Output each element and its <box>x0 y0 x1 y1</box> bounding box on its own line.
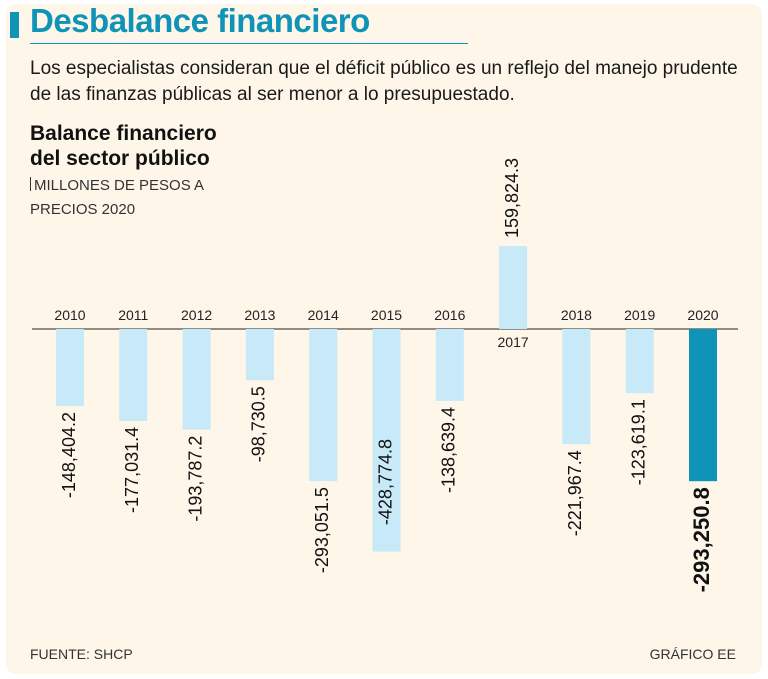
bar-2012 <box>182 329 211 430</box>
bar-2010 <box>56 329 84 407</box>
year-label-2018: 2018 <box>561 307 592 323</box>
value-label-2019: -123,619.1 <box>628 399 648 485</box>
units-note: MILLONES DE PESOS A PRECIOS 2020 <box>30 174 260 222</box>
bar-2020 <box>689 329 717 482</box>
source-note: FUENTE: SHCP <box>30 646 133 662</box>
year-label-2013: 2013 <box>244 307 275 323</box>
value-label-2013: -98,730.5 <box>249 386 269 462</box>
chart-title: Balance financiero del sector público <box>30 121 217 171</box>
value-label-2010: -148,404.2 <box>59 412 79 498</box>
value-label-2014: -293,051.5 <box>312 487 332 573</box>
subtitle-text: Los especialistas consideran que el défi… <box>30 58 738 105</box>
year-label-2015: 2015 <box>371 307 402 323</box>
value-label-2016: -138,639.4 <box>439 407 459 493</box>
year-label-2011: 2011 <box>118 307 148 323</box>
title-accent-bar <box>10 12 19 38</box>
year-label-2019: 2019 <box>624 307 655 323</box>
value-label-2018: -221,967.4 <box>565 450 585 536</box>
bar-2016 <box>435 329 464 401</box>
bar-2017 <box>499 246 528 329</box>
year-label-2014: 2014 <box>308 307 339 323</box>
year-label-2016: 2016 <box>434 307 465 323</box>
bar-2011 <box>119 329 148 421</box>
bar-2014 <box>309 329 338 482</box>
chart-title-line-1: Balance financiero <box>30 122 217 145</box>
units-line-1: MILLONES DE PESOS A <box>34 177 205 194</box>
bar-2015 <box>372 329 401 552</box>
chart-title-line-2: del sector público <box>30 147 210 170</box>
title-divider <box>30 43 468 44</box>
bar-2019 <box>625 329 654 394</box>
page-title: Desbalance financiero <box>30 2 370 39</box>
units-pipe <box>30 177 31 191</box>
value-label-2011: -177,031.4 <box>122 427 142 513</box>
year-label-2012: 2012 <box>181 307 212 323</box>
year-label-2020: 2020 <box>687 307 718 323</box>
year-label-2017: 2017 <box>498 334 529 350</box>
value-label-2015: -428,774.8 <box>375 439 395 525</box>
graphic-credit: GRÁFICO EE <box>649 646 736 662</box>
value-label-2012: -193,787.2 <box>185 436 205 522</box>
value-label-2017: 159,824.3 <box>502 158 522 238</box>
year-label-2010: 2010 <box>54 307 85 323</box>
bar-2013 <box>245 329 274 381</box>
units-line-2: PRECIOS 2020 <box>30 201 136 218</box>
bar-2018 <box>562 329 591 445</box>
value-label-2020: -293,250.8 <box>689 487 714 592</box>
